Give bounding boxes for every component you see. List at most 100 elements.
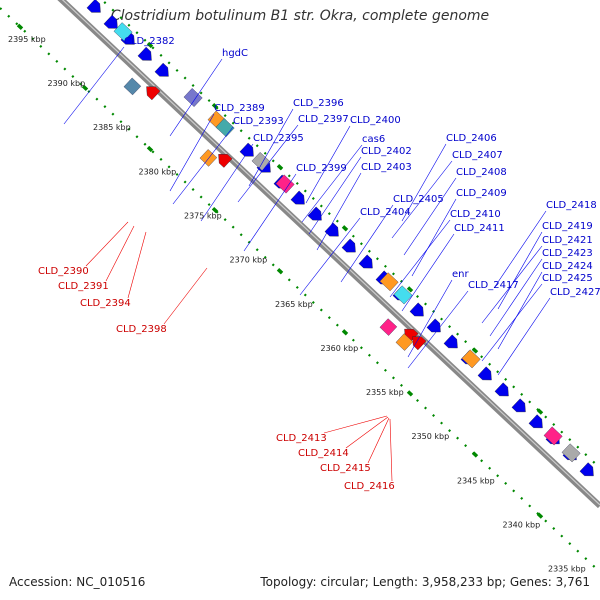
forward-gene-label: CLD_2406 [446,133,497,144]
forward-gene-label: CLD_2418 [546,200,597,211]
ruler-major-tick [146,41,154,49]
misc-feature [199,149,218,167]
misc-feature [183,88,203,107]
cds-forward-arrow [239,142,254,157]
reverse-label-leader [127,231,147,299]
forward-label-leader [391,160,453,239]
ruler-tick-label: 2390 kbp [48,79,86,88]
cds-forward-arrow [579,462,594,477]
forward-label-leader [497,271,543,350]
reverse-gene-label: CLD_2390 [38,266,89,277]
cds-forward-arrow [137,46,152,61]
cds-forward-arrow [307,206,322,221]
trna-feature [543,426,563,446]
ruler-major-tick [406,286,414,293]
misc-feature [395,333,414,351]
ruler-tick-label: 2365 kbp [275,300,313,309]
ruler-major-tick [276,268,284,275]
cds-forward-arrow [324,222,339,237]
ruler-major-tick [536,408,544,415]
map-title: Clostridium botulinum B1 str. Okra, comp… [110,8,490,24]
ruler-major-tick [406,390,414,397]
reverse-gene-label: CLD_2391 [58,281,109,292]
ruler-major-tick [341,329,349,336]
ruler-labels: 2395 kbp 2390 kbp 2385 kbp 2380 kbp 2375 kbp… [8,35,586,574]
backbone-highlight [61,0,600,506]
forward-gene-label: CLD_2405 [393,194,444,205]
forward-gene-label: CLD_2408 [456,167,507,178]
forward-gene-label: CLD_2409 [456,188,507,199]
reverse-label-leader [345,416,389,449]
forward-label-leader [169,58,223,137]
forward-label-leader [301,144,363,223]
forward-label-leader [308,156,362,235]
ruler-tick-label: 2355 kbp [366,388,404,397]
cds-forward-arrow [154,62,169,77]
reverse-label-leader [389,418,393,482]
forward-gene-label: CLD_2389 [214,103,265,114]
misc-feature [461,349,481,369]
forward-label-leader [411,198,457,277]
reverse-gene-label: CLD_2414 [298,448,349,459]
ruler-tick-label: 2345 kbp [457,476,495,485]
reverse-label-leader [163,267,208,325]
forward-gene-label: CLD_2402 [361,146,412,157]
forward-label-leader [407,279,453,358]
rrna-feature [113,22,133,42]
cds-forward-arrow [341,238,356,253]
misc-feature [379,272,399,292]
ruler-tick-label: 2350 kbp [412,432,450,441]
ruler-major-tick [471,347,479,354]
forward-gene-label: cas6 [362,134,385,145]
ruler-major-tick [276,164,284,171]
cds-forward-arrow [358,254,373,269]
ruler-major-tick [146,145,154,153]
reverse-gene-label: CLD_2394 [80,298,131,309]
ruler-tick-label: 2370 kbp [230,256,268,265]
reverse-label-leader [105,225,135,282]
feature-track [86,0,594,477]
backbone-line [57,0,600,509]
ruler-major-tick [471,451,479,458]
ruler-tick-label: 2335 kbp [548,565,586,574]
forward-label-leader [493,210,547,289]
forward-gene-label: CLD_2403 [361,162,412,173]
pseudogene-feature [561,443,581,463]
forward-label-leader [200,143,254,222]
trna-feature [379,318,398,336]
forward-label-leader [401,143,447,222]
ruler-major-tick [536,512,544,519]
gene-labels: CLD_2382 hgdC CLD_2389 CLD_2393 CLD_2395 CLD_… [38,36,600,492]
accession-label: Accession: NC_010516 [9,575,146,589]
forward-gene-label: CLD_2425 [542,273,593,284]
forward-label-leader [63,46,125,125]
forward-gene-label: enr [452,269,469,280]
ruler-tick-label: 2395 kbp [8,35,46,44]
reverse-gene-label: CLD_2415 [320,463,371,474]
ruler-tick-label: 2360 kbp [321,344,359,353]
forward-gene-label: CLD_2404 [360,207,411,218]
forward-gene-label: CLD_2419 [542,221,593,232]
forward-gene-label: CLD_2396 [293,98,344,109]
forward-gene-label: CLD_2407 [452,150,503,161]
reverse-gene-label: CLD_2398 [116,324,167,335]
forward-gene-label: CLD_2400 [350,115,401,126]
ruler-tick-label: 2385 kbp [93,123,131,132]
ruler-dotted-line [100,0,600,469]
forward-gene-label: hgdC [222,48,248,59]
reverse-label-leader [367,417,390,464]
ruler-major-tick [16,23,24,30]
cds-reverse-arrow [218,154,233,168]
cds-forward-arrow [86,0,101,13]
cds-forward-arrow [443,334,458,349]
forward-gene-label: CLD_2410 [450,209,501,220]
forward-label-leader [407,290,469,369]
rrna-feature [393,285,413,305]
ruler-major-tick [81,84,89,92]
forward-gene-label: CLD_2397 [298,114,349,125]
ruler-major-tick [211,206,219,214]
forward-label-leader [169,113,215,192]
forward-label-leader [481,245,543,324]
genome-backbone [57,0,600,509]
